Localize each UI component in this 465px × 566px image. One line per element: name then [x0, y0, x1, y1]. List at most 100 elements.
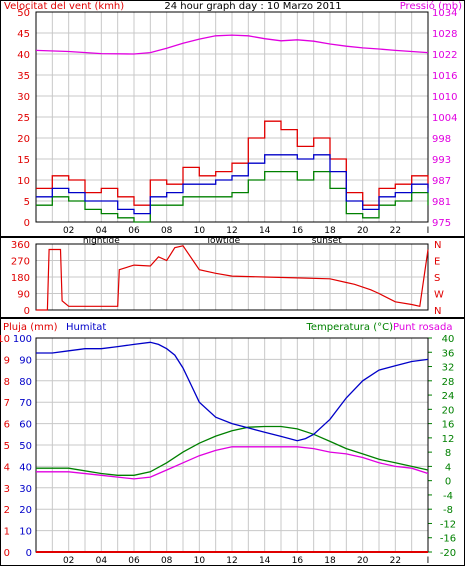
x-tick-label: 14 — [259, 226, 271, 236]
wind-tick-label: 45 — [17, 29, 30, 40]
rain-tick-label: 4 — [4, 462, 10, 473]
x-tick-label: 02 — [63, 226, 74, 236]
pressure-tick-label: 981 — [432, 197, 451, 208]
x-tick-label: 10 — [194, 226, 206, 236]
wind-axis-title: Velocitat del vent (kmh) — [4, 1, 124, 12]
temperature-tick-label: -16 — [440, 534, 456, 545]
x-tick-label: 16 — [292, 226, 304, 236]
rain-tick-label: 6 — [4, 420, 10, 431]
temperature-tick-label: 4 — [445, 462, 451, 473]
rain-tick-label: 1 — [4, 527, 10, 538]
rain-tick-label: 8 — [4, 377, 10, 388]
temperature-tick-label: -4 — [443, 491, 453, 502]
pressure-tick-label: 1028 — [432, 29, 457, 40]
temperature-line — [36, 425, 429, 476]
humidity-tick-label: 70 — [19, 398, 32, 409]
humidity-tick-label: 100 — [13, 334, 32, 345]
x-tick-label: 10 — [194, 556, 206, 566]
x-tick-label: 14 — [259, 556, 271, 566]
temperature-tick-label: 16 — [442, 420, 455, 431]
temperature-tick-label: 8 — [445, 448, 451, 459]
humidity-line — [36, 341, 429, 442]
pressure-tick-label: 1034 — [432, 8, 457, 19]
pressure-tick-label: 987 — [432, 176, 451, 187]
direction-line — [36, 245, 429, 311]
temperature-tick-label: 36 — [442, 348, 455, 359]
humidity-tick-label: 40 — [19, 462, 32, 473]
direction-tick-label: 270 — [11, 257, 30, 268]
wind-tick-label: 20 — [17, 134, 30, 145]
compass-label: E — [434, 257, 440, 268]
plot-area-wind — [35, 11, 429, 223]
x-tick-label: I — [427, 226, 430, 236]
temperature-tick-label: 24 — [442, 391, 455, 402]
wind-tick-label: 10 — [17, 176, 30, 187]
compass-label: S — [434, 273, 440, 284]
compass-label: N — [434, 306, 441, 317]
rain-axis-title: Pluja (mm) — [3, 322, 58, 333]
temperature-tick-label: -12 — [440, 519, 456, 530]
pressure-tick-label: 993 — [432, 155, 451, 166]
x-tick-label: 22 — [390, 556, 401, 566]
x-tick-label: 04 — [96, 226, 108, 236]
humidity-tick-label: 20 — [19, 505, 32, 516]
temperature-tick-label: -20 — [440, 548, 456, 559]
humidity-tick-label: 80 — [19, 377, 32, 388]
rain-tick-label: 10 — [0, 334, 10, 345]
temperature-tick-label: 28 — [442, 377, 455, 388]
temperature-tick-label: 32 — [442, 363, 455, 374]
wind-tick-label: 15 — [17, 155, 30, 166]
wind-tick-label: 40 — [17, 50, 30, 61]
x-tick-label: 18 — [324, 226, 336, 236]
wind-tick-label: 25 — [17, 113, 30, 124]
x-tick-label: 12 — [226, 556, 237, 566]
rain-tick-label: 7 — [4, 398, 10, 409]
x-tick-label: 20 — [357, 556, 369, 566]
x-tick-label: 20 — [357, 226, 369, 236]
temperature-axis-title: Temperatura (°C) — [305, 322, 393, 333]
wind-tick-label: 0 — [24, 218, 30, 229]
temperature-tick-label: 0 — [445, 477, 451, 488]
humidity-tick-label: 30 — [19, 484, 32, 495]
pressure-tick-label: 1016 — [432, 71, 457, 82]
humidity-tick-label: 10 — [19, 527, 32, 538]
plot-area-direction — [35, 243, 429, 311]
x-event-label: lowtide — [208, 236, 241, 246]
pressure-tick-label: 998 — [432, 134, 451, 145]
humidity-tick-label: 60 — [19, 420, 32, 431]
pressure-axis-title: Pressió (mb) — [400, 0, 462, 12]
x-event-label: hightide — [83, 236, 120, 246]
direction-tick-label: 180 — [11, 273, 30, 284]
pressure-tick-label: 1004 — [432, 113, 457, 124]
humidity-tick-label: 50 — [19, 441, 32, 452]
x-tick-label: 02 — [63, 556, 74, 566]
temperature-tick-label: 12 — [442, 434, 455, 445]
x-tick-label: 22 — [390, 226, 401, 236]
x-event-label: sunset — [312, 236, 342, 246]
x-tick-label: 06 — [128, 556, 140, 566]
x-tick-label: 08 — [161, 556, 173, 566]
pressure-line — [35, 34, 429, 55]
wind-avg-line — [36, 154, 429, 215]
compass-label: W — [434, 290, 444, 301]
direction-tick-label: 0 — [24, 306, 30, 317]
wind-tick-label: 30 — [17, 92, 30, 103]
x-tick-label: 12 — [226, 226, 237, 236]
rain-tick-label: 9 — [4, 355, 10, 366]
pressure-tick-label: 975 — [432, 218, 451, 229]
direction-tick-label: 90 — [17, 290, 30, 301]
dewpoint-line — [36, 446, 429, 480]
wind-tick-label: 50 — [17, 8, 30, 19]
rain-tick-label: 2 — [4, 505, 10, 516]
x-tick-label: 08 — [161, 226, 173, 236]
rain-tick-label: 0 — [4, 548, 10, 559]
rain-tick-label: 3 — [4, 484, 10, 495]
chart-title: 24 hour graph day : 10 Marzo 2011 — [164, 1, 341, 12]
humidity-tick-label: 90 — [19, 355, 32, 366]
temperature-tick-label: 20 — [442, 405, 455, 416]
temperature-tick-label: 40 — [442, 334, 455, 345]
x-tick-label: 06 — [128, 226, 140, 236]
rain-tick-label: 5 — [4, 441, 10, 452]
x-tick-label: 04 — [96, 556, 108, 566]
